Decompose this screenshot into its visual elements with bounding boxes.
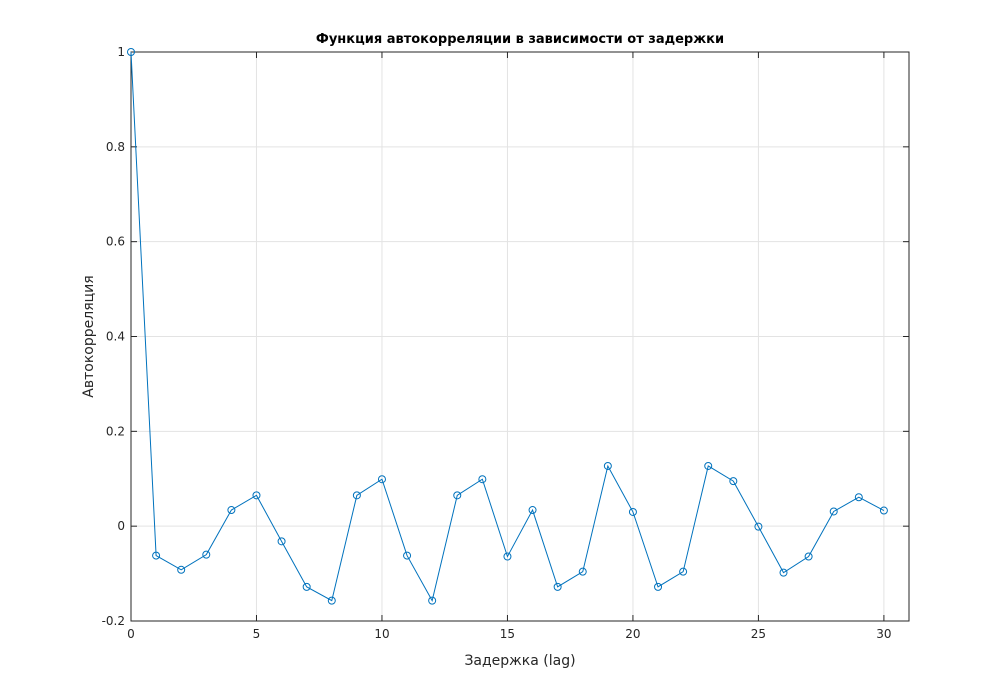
data-point bbox=[177, 565, 186, 574]
data-point bbox=[302, 582, 311, 591]
y-tick-labels: -0.2 0 0.2 0.4 0.6 0.8 1 bbox=[102, 45, 125, 628]
data-point bbox=[528, 506, 537, 515]
data-point bbox=[202, 550, 211, 559]
data-point bbox=[879, 506, 888, 515]
y-axis-label: Автокорреляция bbox=[81, 275, 97, 397]
data-point bbox=[428, 596, 437, 605]
y-tick-label: 0 bbox=[117, 519, 125, 533]
x-tick-labels: 0 5 10 15 20 25 30 bbox=[127, 627, 891, 641]
data-point bbox=[127, 48, 135, 56]
x-tick-label: 30 bbox=[876, 627, 891, 641]
data-point bbox=[654, 582, 663, 591]
x-tick-label: 0 bbox=[127, 627, 135, 641]
data-point bbox=[679, 567, 688, 576]
data-point bbox=[277, 537, 286, 546]
data-point bbox=[829, 507, 838, 516]
data-point bbox=[804, 552, 813, 561]
data-point bbox=[603, 461, 612, 470]
data-point bbox=[704, 461, 713, 470]
data-point bbox=[729, 477, 738, 486]
x-tick-label: 25 bbox=[751, 627, 766, 641]
data-point bbox=[503, 552, 512, 561]
y-tick-label: -0.2 bbox=[102, 614, 125, 628]
y-tick-label: 0.6 bbox=[106, 235, 125, 249]
data-point bbox=[252, 491, 261, 500]
data-point bbox=[403, 551, 412, 560]
x-tick-label: 5 bbox=[253, 627, 261, 641]
series-line bbox=[130, 51, 885, 602]
x-axis-label: Задержка (lag) bbox=[464, 653, 575, 669]
data-point bbox=[779, 568, 788, 577]
data-point bbox=[352, 491, 361, 500]
data-point bbox=[453, 491, 462, 500]
data-point bbox=[227, 506, 236, 515]
data-point bbox=[578, 567, 587, 576]
x-tick-label: 10 bbox=[374, 627, 389, 641]
data-point bbox=[553, 582, 562, 591]
data-point bbox=[377, 475, 386, 484]
data-point bbox=[478, 475, 487, 484]
x-tick-label: 20 bbox=[625, 627, 640, 641]
data-point bbox=[152, 551, 161, 560]
data-point bbox=[327, 596, 336, 605]
chart-title: Функция автокорреляции в зависимости от … bbox=[316, 32, 724, 47]
y-tick-label: 0.2 bbox=[106, 424, 125, 438]
y-tick-label: 0.8 bbox=[106, 140, 125, 154]
data-point bbox=[754, 522, 763, 531]
data-point bbox=[628, 507, 637, 516]
data-point bbox=[854, 493, 863, 502]
y-tick-label: 1 bbox=[117, 45, 125, 59]
x-tick-label: 15 bbox=[500, 627, 515, 641]
y-tick-label: 0.4 bbox=[106, 330, 125, 344]
series-group bbox=[127, 48, 888, 605]
axes-box bbox=[130, 51, 910, 622]
